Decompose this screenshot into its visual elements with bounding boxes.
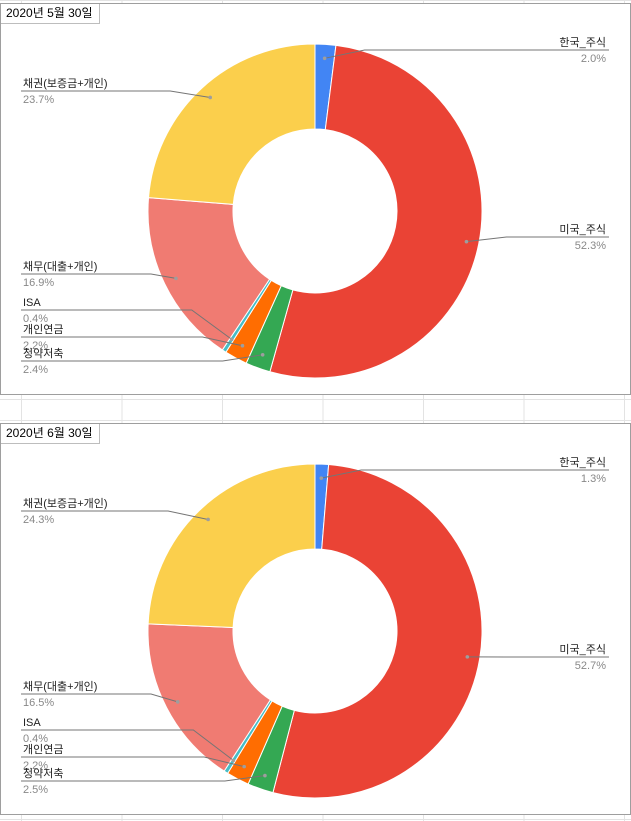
leader-line-slice-6 — [21, 90, 211, 98]
slice-name-label: 청약저축 — [23, 346, 63, 360]
slice-percent-label: 1.3% — [581, 473, 606, 485]
slice-percent-label: 0.4% — [23, 733, 48, 745]
chart-panel-june[interactable]: 2020년 6월 30일 한국_주식 1.3% 미국_주식 52.7% 채권(보증금+개… — [0, 423, 631, 815]
slice-name-label: 한국_주식 — [559, 36, 606, 49]
slice-percent-label: 2.0% — [581, 53, 606, 65]
leader-dot-slice-6 — [206, 517, 210, 522]
leader-line-slice-2 — [21, 354, 263, 362]
leader-dot-slice-3 — [242, 764, 246, 769]
slice-percent-label: 2.2% — [23, 340, 48, 352]
slice-percent-label: 16.5% — [23, 697, 54, 709]
slice-name-label: 채무(대출+개인) — [23, 260, 97, 273]
slice-name-label: ISA — [23, 297, 41, 309]
chart-title: 2020년 5월 30일 — [1, 4, 100, 24]
leader-dot-slice-2 — [263, 773, 267, 778]
leader-dot-slice-5 — [174, 276, 178, 281]
slice-name-label: 개인연금 — [23, 323, 63, 336]
leader-dot-slice-4 — [231, 758, 236, 763]
slice-name-label: ISA — [23, 717, 41, 729]
pie-slice-1[interactable] — [269, 44, 483, 379]
slice-percent-label: 23.7% — [23, 94, 54, 106]
leader-line-slice-4 — [21, 309, 233, 340]
slice-name-label: 채권(보증금+개인) — [23, 497, 108, 510]
pie-slice-5[interactable] — [147, 197, 271, 351]
leader-dot-slice-0 — [319, 476, 324, 480]
slice-name-label: 미국_주식 — [559, 643, 606, 656]
leader-dot-slice-1 — [465, 655, 470, 659]
leader-dot-slice-6 — [208, 95, 213, 100]
slice-name-label: 청약저축 — [23, 766, 63, 780]
leader-line-slice-4 — [21, 729, 234, 761]
leader-line-slice-0 — [324, 49, 609, 59]
slice-percent-label: 52.7% — [575, 660, 606, 672]
leader-line-slice-5 — [21, 273, 177, 279]
leader-dot-slice-1 — [464, 239, 469, 244]
chart-title: 2020년 6월 30일 — [1, 424, 100, 444]
pie-slice-5[interactable] — [147, 623, 272, 772]
pie-slice-1[interactable] — [272, 464, 483, 799]
leader-line-slice-2 — [21, 775, 266, 782]
leader-dot-slice-0 — [322, 56, 327, 61]
leader-line-slice-1 — [466, 236, 609, 243]
chart-panel-may[interactable]: 2020년 5월 30일 한국_주식 2.0% 미국_주식 52.3% 채권(보증금+개… — [0, 3, 631, 395]
leader-dot-slice-3 — [240, 343, 245, 348]
slice-name-label: 미국_주식 — [559, 223, 606, 236]
leader-line-slice-6 — [21, 510, 209, 520]
leader-line-slice-0 — [321, 469, 609, 479]
leader-dot-slice-4 — [229, 337, 234, 342]
slice-name-label: 한국_주식 — [559, 456, 606, 469]
slice-percent-label: 2.2% — [23, 760, 48, 772]
slice-name-label: 채권(보증금+개인) — [23, 77, 108, 90]
slice-percent-label: 24.3% — [23, 514, 54, 526]
donut-chart-svg: 한국_주식 2.0% 미국_주식 52.3% 채권(보증금+개인) 23.7% 채무(대출+… — [21, 36, 609, 379]
leader-line-slice-3 — [21, 756, 245, 768]
pie-slice-6[interactable] — [147, 43, 316, 205]
slice-name-label: 채무(대출+개인) — [23, 680, 97, 693]
slice-percent-label: 16.9% — [23, 277, 54, 289]
slice-percent-label: 2.4% — [23, 364, 48, 376]
slice-percent-label: 0.4% — [23, 313, 48, 325]
leader-dot-slice-2 — [260, 352, 265, 357]
slice-percent-label: 52.3% — [575, 240, 606, 252]
slice-percent-label: 2.5% — [23, 784, 48, 796]
leader-line-slice-5 — [21, 693, 178, 703]
slice-name-label: 개인연금 — [23, 743, 63, 756]
donut-chart-svg: 한국_주식 1.3% 미국_주식 52.7% 채권(보증금+개인) 24.3% 채무(대출+… — [21, 456, 609, 799]
leader-line-slice-3 — [21, 336, 243, 347]
leader-dot-slice-5 — [175, 700, 180, 704]
pie-slice-6[interactable] — [147, 463, 316, 629]
